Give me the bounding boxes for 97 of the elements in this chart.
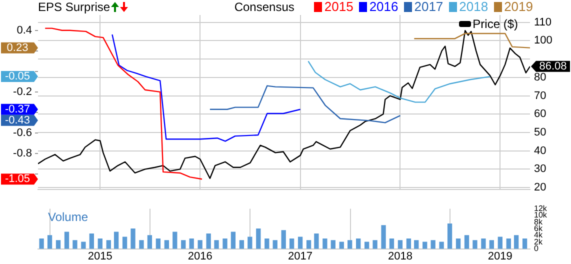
y-tick-label: 10k <box>534 210 548 220</box>
bar <box>506 238 511 249</box>
bar <box>130 228 136 249</box>
y2-tick-label: 110 <box>534 16 552 28</box>
y-tick-label: -0.8 <box>13 148 32 160</box>
y2-tick-label: 30 <box>534 163 546 176</box>
y-tick-label: -0.6 <box>13 127 32 140</box>
bar <box>289 238 294 249</box>
bar <box>330 240 336 249</box>
x-tick-label: 2017 <box>288 250 313 262</box>
bar <box>514 235 519 249</box>
y-tick-label: 2k <box>534 237 544 246</box>
bar <box>489 240 494 249</box>
y2-tick-label: 20 <box>534 182 546 194</box>
bar <box>372 240 378 249</box>
bar <box>447 223 452 249</box>
bar <box>522 238 528 249</box>
y2-tick-label: 100 <box>534 34 552 47</box>
bar <box>172 232 178 249</box>
y2-tick-label: 60 <box>534 108 546 120</box>
bar <box>206 233 211 249</box>
bar <box>498 236 502 249</box>
bar <box>230 232 236 249</box>
chart-title: EPS Surprise <box>38 0 110 14</box>
bar <box>364 242 370 249</box>
bar <box>198 240 202 249</box>
y-tick-label: 4k <box>534 230 544 240</box>
bar <box>64 232 70 249</box>
bar <box>56 240 61 249</box>
y-tick-label: 8k <box>534 217 544 226</box>
bar <box>472 240 478 249</box>
bar <box>339 242 344 249</box>
bar <box>139 240 144 249</box>
legend-label: Price ($) <box>472 17 518 31</box>
y-axis-title: Volume <box>48 210 88 224</box>
bar <box>272 240 278 249</box>
bar <box>222 238 228 249</box>
y-tick-label: 0 <box>534 244 539 254</box>
bar <box>72 240 78 249</box>
bar <box>214 240 219 249</box>
bar <box>398 240 403 249</box>
bar <box>430 240 436 249</box>
bar <box>464 235 470 249</box>
text: -0.43 <box>4 114 30 126</box>
text: 86.08 <box>539 60 567 72</box>
text: 0.23 <box>6 42 28 54</box>
bar <box>306 240 312 249</box>
bar <box>414 240 419 249</box>
text: -0.05 <box>4 70 30 83</box>
y2-tick-label: 50 <box>534 126 546 139</box>
bar <box>181 240 186 249</box>
bar <box>322 238 328 249</box>
legend-label: 2018 <box>459 0 488 14</box>
text: -1.05 <box>4 173 30 186</box>
bar <box>189 238 194 249</box>
x-tick-label: 2016 <box>188 250 212 262</box>
bar <box>281 230 286 249</box>
bar <box>89 233 94 249</box>
legend-label: 2017 <box>414 0 444 14</box>
bar <box>106 240 111 249</box>
y-tick-label: 0.4 <box>16 24 32 36</box>
bar <box>39 238 44 249</box>
bar <box>422 242 428 249</box>
bar <box>456 238 461 249</box>
y2-tick-label: 40 <box>534 144 546 157</box>
bar <box>156 238 161 249</box>
bar <box>147 235 152 249</box>
bar <box>439 242 444 249</box>
bar <box>248 236 252 249</box>
bar <box>164 240 170 249</box>
bar <box>348 240 352 249</box>
bar <box>256 228 261 249</box>
bar <box>406 238 412 249</box>
legend-label: 2015 <box>324 0 354 14</box>
bar <box>381 225 386 249</box>
bar <box>122 236 128 249</box>
bar <box>98 238 102 249</box>
bar <box>481 238 486 249</box>
bar <box>239 240 244 249</box>
bar <box>298 236 303 249</box>
bar <box>356 238 361 249</box>
text: -0.37 <box>4 103 30 116</box>
y2-tick-label: 80 <box>534 71 546 84</box>
bar <box>114 232 119 249</box>
y-tick-label: -0.2 <box>13 86 32 98</box>
x-tick-label: 2019 <box>488 250 512 262</box>
bar <box>264 238 270 249</box>
legend-title: Consensus <box>234 0 294 14</box>
bar <box>314 233 319 249</box>
x-tick-label: 2018 <box>388 250 412 262</box>
y2-tick-label: 70 <box>534 90 546 102</box>
bar <box>47 235 52 249</box>
bar <box>389 238 394 249</box>
legend-label: 2019 <box>504 0 533 14</box>
bar <box>81 242 86 249</box>
legend-label: 2016 <box>369 0 398 14</box>
x-tick-label: 2015 <box>88 250 112 262</box>
